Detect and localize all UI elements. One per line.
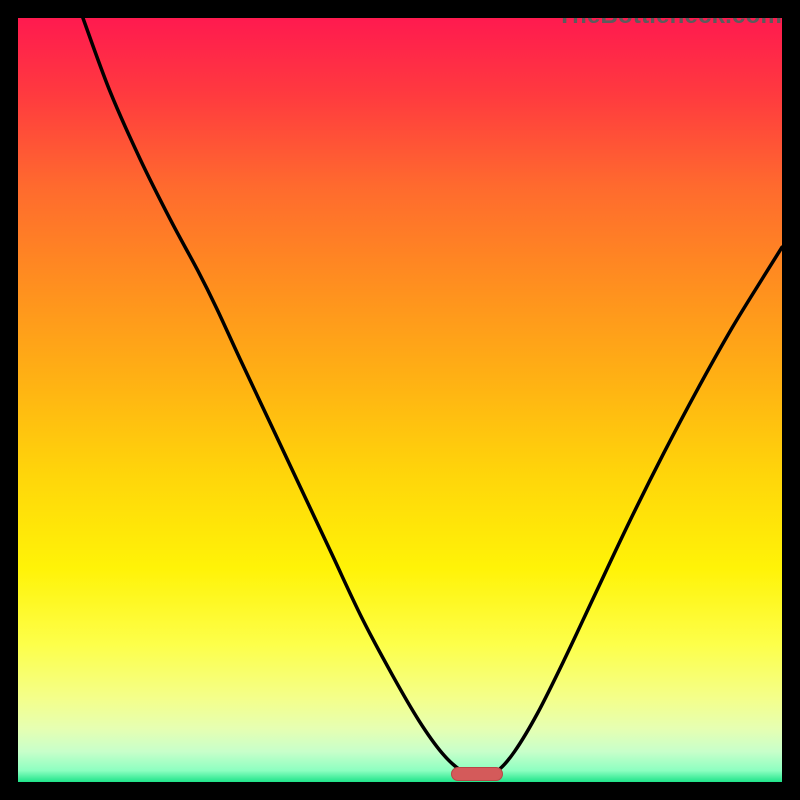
bottleneck-curve (83, 18, 782, 777)
curve-svg (18, 18, 782, 782)
chart-canvas: TheBottleneck.com (0, 0, 800, 800)
dip-marker (451, 767, 503, 781)
watermark-text: TheBottleneck.com (557, 2, 782, 30)
plot-area (18, 18, 782, 782)
